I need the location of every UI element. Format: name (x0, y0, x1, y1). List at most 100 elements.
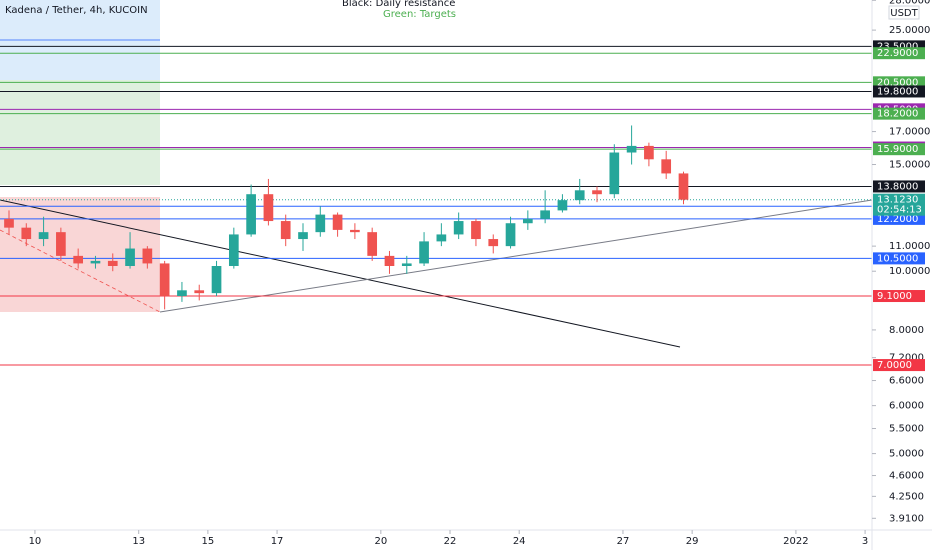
y-tick-label: 11.0000 (889, 241, 930, 252)
level-label-box (873, 107, 925, 120)
level-label-box (873, 76, 925, 89)
candle-body (609, 152, 620, 195)
level-label-box (873, 359, 925, 372)
candle-body (367, 232, 378, 256)
level-label-box (873, 143, 925, 156)
candle-body (4, 218, 14, 228)
candle-body (350, 229, 360, 233)
x-tick-label: 15 (202, 536, 215, 547)
currency: USDT (890, 8, 918, 19)
y-tick-label: 8.0000 (889, 325, 924, 336)
candle-body (488, 239, 499, 247)
y-tick-label: 5.0000 (889, 449, 924, 460)
candle-body (38, 232, 49, 240)
level-label: 9.1000 (877, 291, 912, 302)
trend-line (0, 199, 681, 348)
y-tick-label: 25.0000 (889, 25, 930, 36)
level-label-box (873, 47, 925, 60)
candle-body (73, 255, 84, 264)
candle-body (574, 190, 585, 201)
chart-title: Kadena / Tether, 4h, KUCOIN (5, 5, 148, 16)
y-tick-label: 10.0000 (889, 266, 930, 277)
candle-body (56, 232, 66, 256)
last-price-box (873, 193, 925, 216)
y-tick-label: 5.5000 (889, 424, 924, 435)
y-tick-label: 3.9100 (889, 513, 924, 524)
x-tick-label: 10 (29, 536, 42, 547)
candle-body (315, 214, 326, 233)
candle-body (125, 248, 135, 266)
candle-body (522, 218, 533, 224)
y-tick-label: 17.0000 (889, 127, 930, 138)
candle-body (280, 221, 291, 240)
candle-body (194, 290, 205, 294)
x-tick-label: 20 (374, 536, 387, 547)
y-tick-label: 4.6000 (889, 471, 924, 482)
annotation: Green: Targets (383, 9, 456, 20)
candle-body (21, 227, 32, 240)
y-tick-label: 6.0000 (889, 401, 924, 412)
candle-body (159, 263, 170, 297)
candle-body (142, 248, 153, 264)
candle-body (263, 194, 274, 222)
level-label-box (873, 180, 925, 193)
candle-body (626, 145, 637, 153)
x-tick-label: 29 (686, 536, 699, 547)
y-tick-label: 15.0000 (889, 160, 930, 171)
candle-body (332, 214, 343, 230)
candle-body (661, 159, 672, 174)
candle-body (90, 260, 101, 264)
level-label: 12.2000 (877, 214, 918, 225)
x-tick-label: 13 (132, 536, 145, 547)
x-tick-label: 17 (271, 536, 284, 547)
x-tick-label: 27 (617, 536, 630, 547)
last-price-label: 13.1230 (877, 195, 918, 206)
level-label: 19.8000 (877, 86, 918, 97)
level-label: 15.9000 (877, 144, 918, 155)
candle-body (453, 221, 464, 235)
y-tick-label: 7.2000 (889, 353, 924, 364)
candle-body (592, 190, 602, 195)
candle-body (384, 255, 395, 266)
y-tick-label: 28.0000 (889, 0, 930, 6)
y-tick-label: 6.6000 (889, 376, 924, 387)
candle-body (505, 223, 516, 247)
candle-body (107, 260, 118, 266)
candle-body (540, 210, 550, 219)
level-label: 7.0000 (877, 360, 912, 371)
level-label: 22.9000 (877, 48, 918, 59)
level-label: 18.2000 (877, 109, 918, 120)
plot (0, 45, 872, 366)
candle-body (401, 263, 412, 266)
level-label: 10.5000 (877, 253, 918, 264)
level-label-box (873, 252, 925, 265)
candle-body (228, 234, 239, 266)
red-zone (0, 197, 160, 312)
x-tick-label: 24 (513, 536, 526, 547)
axis-labels: 28.0000 25.0000 17.0000 15.0000 11.0000 10.00… (29, 0, 930, 547)
candle-body (419, 241, 429, 264)
x-tick-label: 2022 (783, 536, 808, 547)
candle-body (177, 290, 187, 297)
candle-body (471, 221, 481, 240)
countdown: 02:54:13 (877, 205, 922, 216)
y-tick-label: 4.2500 (889, 491, 924, 502)
level-label: 23.5000 (877, 41, 918, 52)
level-label-box (873, 290, 925, 303)
candle-body (211, 265, 222, 294)
x-tick-label: 3 (862, 536, 868, 547)
green-zone (0, 80, 160, 185)
annotation: Black: Daily resistance (342, 0, 455, 9)
candle-body (246, 194, 256, 235)
level-label-box (873, 212, 925, 225)
level-label-box (873, 85, 925, 98)
candle-body (644, 145, 654, 160)
currency-box (888, 5, 920, 20)
level-label: 13.8000 (877, 181, 918, 192)
x-tick-label: 22 (444, 536, 457, 547)
level-label: 20.5000 (877, 77, 918, 88)
candle-body (298, 232, 308, 240)
candle-body (436, 234, 447, 242)
candle-body (557, 200, 568, 211)
